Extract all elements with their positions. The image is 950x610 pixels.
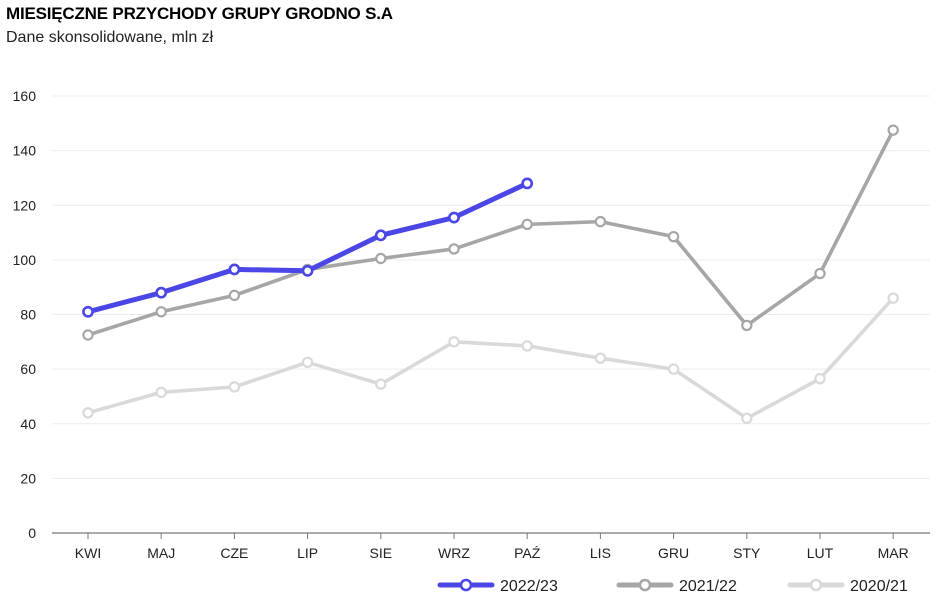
x-tick-label: WRZ (438, 545, 470, 561)
data-point (667, 363, 680, 375)
data-point (594, 352, 607, 364)
x-tick-label: LIP (297, 545, 318, 561)
y-tick-label: 120 (13, 197, 37, 213)
x-tick-label: STY (733, 545, 761, 561)
x-tick-label: LUT (807, 545, 834, 561)
data-point (301, 356, 314, 368)
data-point (448, 211, 460, 224)
y-tick-label: 140 (13, 143, 37, 159)
data-point (82, 329, 94, 341)
x-tick-label: MAJ (147, 545, 175, 561)
y-tick-label: 60 (20, 361, 36, 377)
data-point (375, 378, 387, 390)
grid-lines (52, 95, 930, 534)
x-tick-label: KWI (75, 545, 101, 561)
y-tick-label: 100 (13, 252, 37, 268)
data-point (228, 263, 241, 276)
legend-label: 2022/23 (500, 578, 558, 595)
y-tick-label: 20 (20, 470, 36, 486)
data-point (155, 306, 167, 318)
y-tick-label: 80 (20, 307, 36, 323)
data-point (155, 286, 168, 299)
data-point (301, 264, 314, 277)
x-tick-label: PAŹ (514, 545, 541, 561)
legend-item: 2021/22 (616, 578, 737, 595)
data-point (814, 267, 826, 280)
series-2020/21 (82, 292, 899, 424)
legend: 2022/23 2021/22 2020/21 (437, 578, 908, 595)
x-tick-label: MAR (878, 545, 909, 561)
data-point (887, 292, 899, 304)
series-line (86, 296, 896, 421)
series-group (82, 124, 899, 424)
y-tick-label: 40 (20, 416, 36, 432)
chart-subtitle: Dane skonsolidowane, mln zł (6, 29, 214, 46)
legend-label: 2021/22 (679, 578, 737, 595)
data-point (228, 381, 241, 393)
data-point (82, 407, 94, 419)
data-point (521, 340, 533, 352)
chart-title: MIESIĘCZNE PRZYCHODY GRUPY GRODNO S.A (6, 4, 393, 23)
legend-swatch-marker (809, 578, 823, 592)
series-2021/22 (82, 124, 899, 341)
data-point (887, 124, 899, 136)
data-point (448, 243, 460, 255)
data-point (594, 215, 607, 228)
legend-item: 2022/23 (437, 578, 558, 595)
data-point (741, 412, 753, 424)
data-point (228, 289, 241, 302)
data-point (448, 336, 460, 348)
data-point (374, 229, 387, 242)
legend-swatch-marker (459, 578, 473, 592)
data-point (155, 386, 167, 399)
x-tick-label: CZE (220, 545, 248, 561)
legend-swatch-marker (638, 578, 652, 592)
x-axis: KWI MAJ CZE LIP SIE WRZ PAŹ LIS GRU STY LUT MAR (75, 533, 909, 561)
x-tick-label: LIS (590, 545, 611, 561)
data-point (741, 319, 753, 332)
y-tick-label: 0 (28, 525, 36, 541)
series-2022/23 (82, 177, 534, 318)
series-line (86, 128, 896, 337)
data-point (521, 177, 534, 190)
x-tick-label: GRU (658, 545, 689, 561)
y-tick-label: 160 (13, 88, 37, 104)
legend-item: 2020/21 (787, 578, 908, 595)
y-axis-ticks: 0 20 40 60 80 100 120 140 160 (13, 88, 37, 541)
legend-label: 2020/21 (850, 578, 908, 595)
data-point (375, 252, 387, 265)
data-point (667, 230, 680, 243)
data-point (521, 218, 533, 231)
data-point (82, 305, 94, 318)
x-tick-label: SIE (370, 545, 393, 561)
data-point (814, 372, 826, 385)
